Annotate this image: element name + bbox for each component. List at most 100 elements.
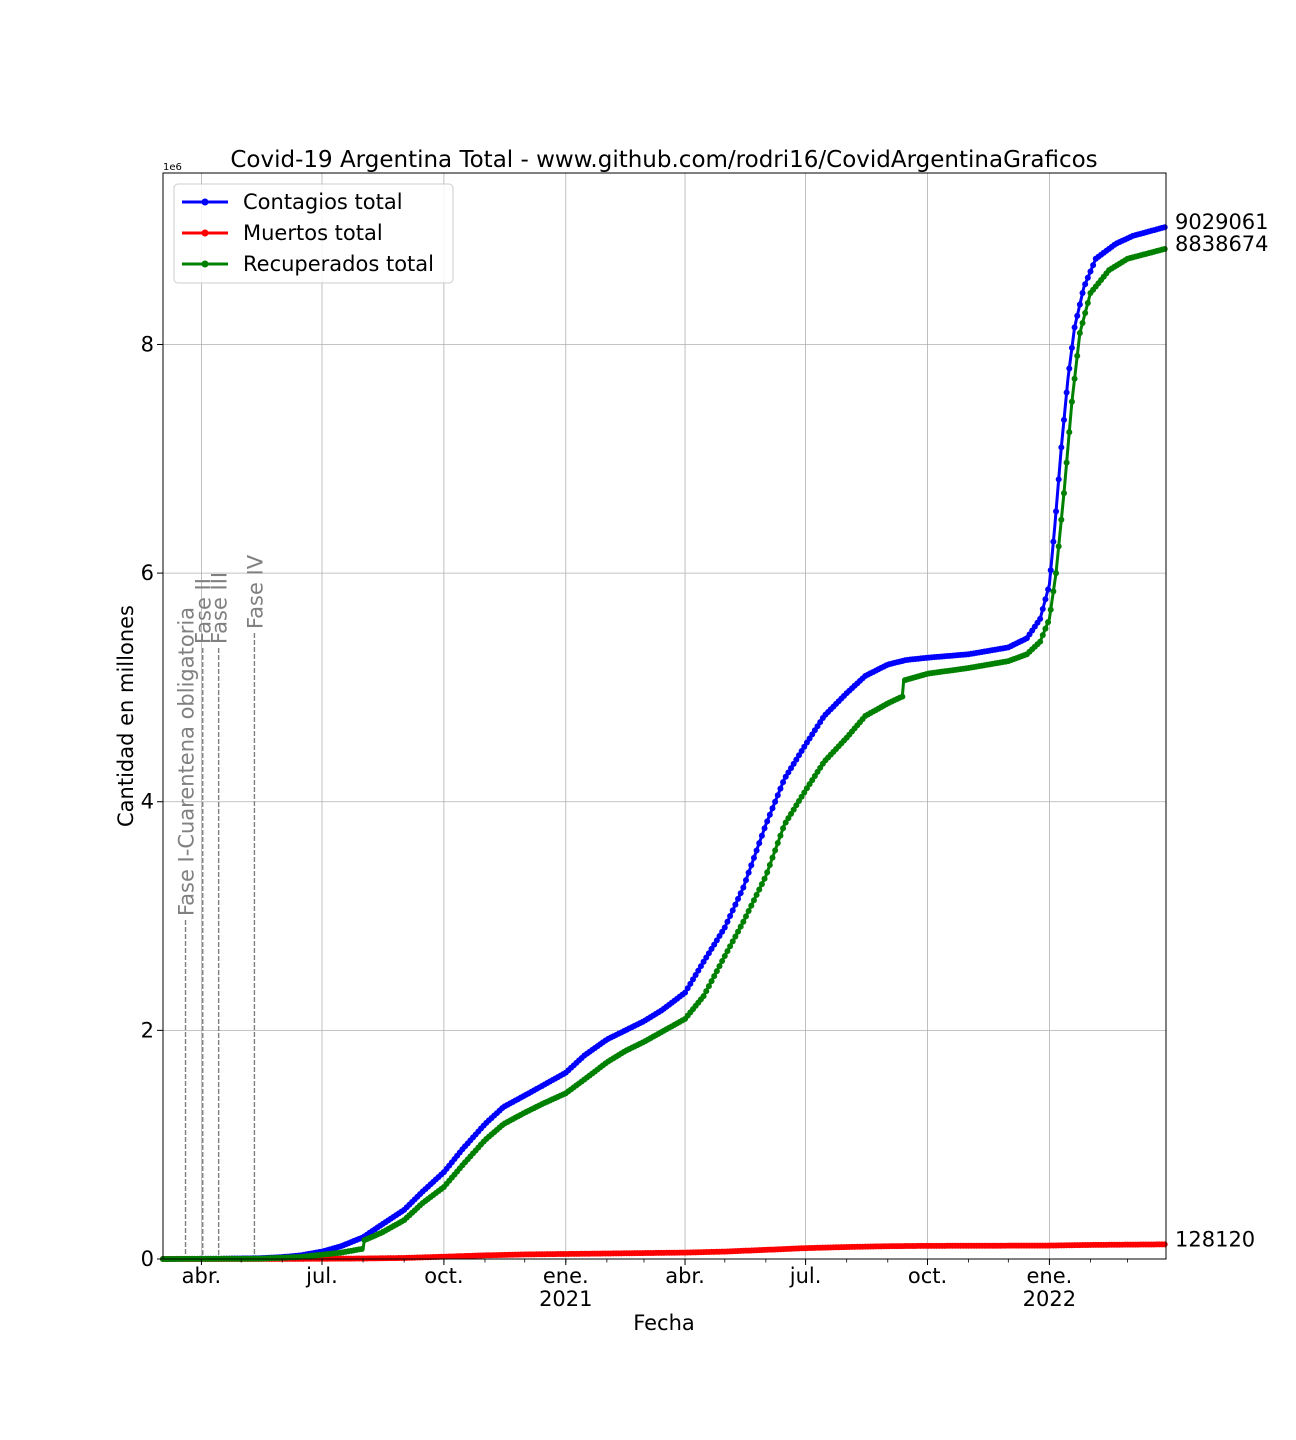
y-tick-label: 0 bbox=[141, 1247, 154, 1271]
x-tick-label: oct. bbox=[908, 1264, 947, 1288]
series-point bbox=[1084, 300, 1091, 307]
series-point bbox=[766, 862, 773, 869]
series-point bbox=[750, 854, 757, 861]
series-point bbox=[1055, 476, 1062, 483]
series-point bbox=[758, 881, 765, 888]
series-0 bbox=[160, 224, 1168, 1262]
phase-label: Fase IV bbox=[243, 554, 267, 629]
series-point bbox=[692, 972, 699, 979]
series-point bbox=[758, 832, 765, 839]
series-point bbox=[1071, 375, 1078, 382]
series-point bbox=[1082, 310, 1089, 317]
series-point bbox=[788, 765, 795, 772]
series-point bbox=[1053, 508, 1060, 515]
series-point bbox=[772, 847, 779, 854]
series-point bbox=[1161, 1241, 1168, 1248]
series-point bbox=[1071, 324, 1078, 331]
series-point bbox=[795, 752, 802, 759]
series-point bbox=[1039, 632, 1046, 639]
series-point bbox=[1047, 606, 1054, 613]
series-point bbox=[721, 924, 728, 931]
series-point bbox=[700, 993, 707, 1000]
series-point bbox=[761, 875, 768, 882]
legend-label: Recuperados total bbox=[243, 252, 434, 276]
x-tick-label: ene. bbox=[543, 1264, 589, 1288]
series-point bbox=[748, 902, 755, 909]
series-point bbox=[780, 825, 787, 832]
series-point bbox=[719, 958, 726, 965]
series-point bbox=[711, 941, 718, 948]
series-point bbox=[732, 933, 739, 940]
series-point bbox=[724, 948, 731, 955]
series-point bbox=[708, 978, 715, 985]
series-point bbox=[1074, 312, 1081, 319]
x-tick-year-label: 2022 bbox=[1023, 1287, 1076, 1311]
series-point bbox=[1060, 490, 1067, 497]
phase-label: Fase III bbox=[208, 572, 232, 644]
series-point bbox=[1042, 625, 1049, 632]
chart-title: Covid-19 Argentina Total - www.github.co… bbox=[230, 147, 1097, 173]
series-point bbox=[703, 954, 710, 961]
series-point bbox=[1066, 365, 1073, 372]
series-point bbox=[1050, 588, 1057, 595]
series-point bbox=[750, 897, 757, 904]
series-point bbox=[753, 891, 760, 898]
series-point bbox=[756, 886, 763, 893]
series-point bbox=[689, 976, 696, 983]
series-point bbox=[703, 988, 710, 995]
series-point bbox=[761, 825, 768, 832]
series-point bbox=[724, 918, 731, 925]
series-point bbox=[1087, 268, 1094, 275]
series-point bbox=[1050, 538, 1057, 545]
legend-box bbox=[173, 183, 454, 284]
series-point bbox=[774, 792, 781, 799]
x-tick-label: ene. bbox=[1026, 1264, 1072, 1288]
series-point bbox=[358, 1245, 365, 1252]
series-point bbox=[764, 869, 771, 876]
series-point bbox=[1045, 586, 1052, 593]
series-point bbox=[793, 756, 800, 763]
series-point bbox=[777, 785, 784, 792]
series-point bbox=[740, 918, 747, 925]
series-point bbox=[729, 907, 736, 914]
y-tick-label: 8 bbox=[141, 332, 154, 356]
y-tick-label: 2 bbox=[141, 1018, 154, 1042]
series-point bbox=[785, 769, 792, 776]
series-point bbox=[735, 928, 742, 935]
series-point bbox=[745, 869, 752, 876]
series-point bbox=[782, 773, 789, 780]
series-point bbox=[774, 839, 781, 846]
y-tick-label: 4 bbox=[141, 790, 154, 814]
legend-swatch-marker bbox=[201, 198, 209, 206]
series-point bbox=[1068, 344, 1075, 351]
series-point bbox=[753, 847, 760, 854]
series-point bbox=[899, 693, 906, 700]
series-point bbox=[684, 985, 691, 992]
series-point bbox=[735, 895, 742, 902]
series-point bbox=[1063, 389, 1070, 396]
x-tick-label: abr. bbox=[665, 1264, 705, 1288]
series-layer bbox=[160, 224, 1168, 1262]
series-point bbox=[1079, 320, 1086, 327]
series-point bbox=[716, 933, 723, 940]
series-point bbox=[793, 802, 800, 809]
series-point bbox=[798, 748, 805, 755]
series-point bbox=[772, 798, 779, 805]
series-point bbox=[782, 819, 789, 826]
series-point bbox=[1063, 459, 1070, 466]
legend-label: Muertos total bbox=[243, 221, 383, 245]
series-point bbox=[748, 862, 755, 869]
series-point bbox=[1047, 567, 1054, 574]
series-point bbox=[1084, 274, 1091, 281]
series-point bbox=[764, 818, 771, 825]
legend: Contagios total Muertos total Recuperados … bbox=[173, 183, 454, 284]
series-point bbox=[705, 983, 712, 990]
series-point bbox=[1055, 543, 1062, 550]
y-offset-label: 1e6 bbox=[163, 162, 182, 173]
y-tick-label: 6 bbox=[141, 561, 154, 585]
series-point bbox=[1037, 615, 1044, 622]
series-point bbox=[737, 923, 744, 930]
series-point bbox=[1039, 606, 1046, 613]
